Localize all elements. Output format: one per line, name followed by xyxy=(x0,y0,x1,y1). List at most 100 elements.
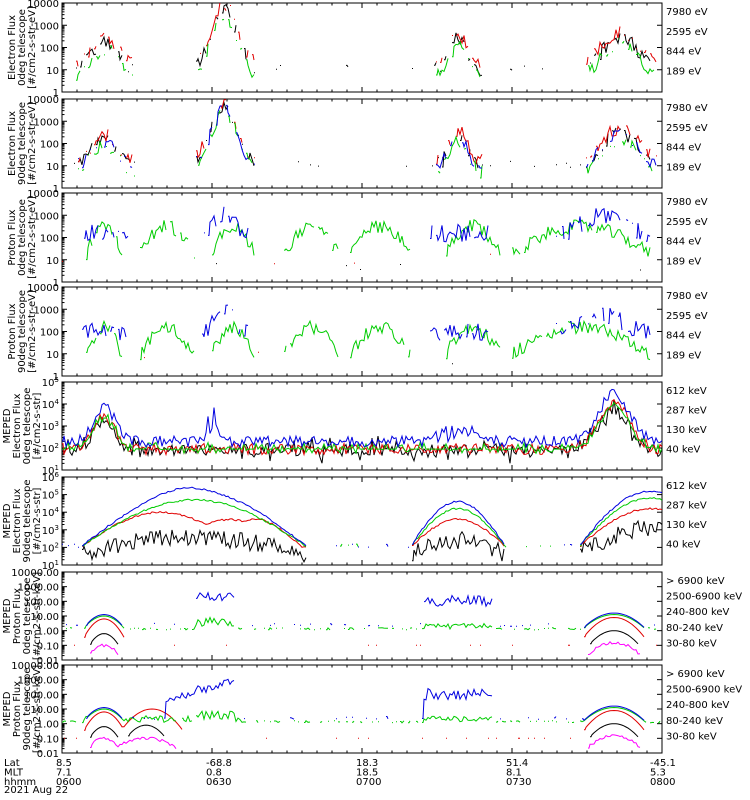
panel-7-ytick-label: 0.01 xyxy=(37,656,59,667)
panel-3-ylabel: [#/cm2-s-str-eV] xyxy=(27,196,38,279)
panel-7-legend-5: 30-80 keV xyxy=(666,638,717,649)
panel-7-frame xyxy=(61,571,663,661)
panel-6-legend-1: 612 keV xyxy=(666,481,707,492)
panel-8-legend-1: > 6900 keV xyxy=(666,669,725,680)
panel-1-ytick-label: 1 xyxy=(53,88,59,99)
panel-6-legend-2: 287 keV xyxy=(666,501,707,512)
panel-4-legend-2: 2595 eV xyxy=(666,311,708,322)
panel-7-legend-4: 80-240 keV xyxy=(666,623,723,634)
panel-8-series-3 xyxy=(64,708,662,739)
panel-5-series-4 xyxy=(62,388,662,449)
date-label: 2021 Aug 22 xyxy=(4,785,69,796)
panel-2-series-2 xyxy=(78,99,657,165)
panel-2-legend-2: 2595 eV xyxy=(666,123,708,134)
panel-1-legend-2: 2595 eV xyxy=(666,27,708,38)
panel-6-legend-3: 130 keV xyxy=(666,520,707,531)
panel-6-series-2 xyxy=(82,507,662,548)
panel-6-plot xyxy=(62,486,662,563)
footer-hhmm-value: 0630 xyxy=(206,777,231,788)
panel-7-ylabel: MEPED xyxy=(2,598,13,633)
panel-1-legend-3: 844 eV xyxy=(666,47,701,58)
panel-1-ylabel: Electron Flux xyxy=(7,15,18,80)
panel-2-ytick-label: 10000 xyxy=(27,95,59,106)
panel-7-ylabel: 0deg telescope xyxy=(22,578,33,655)
footer-hhmm-value: 0700 xyxy=(356,777,381,788)
panel-7-series-4 xyxy=(66,613,657,631)
footer-lat-value: 18.3 xyxy=(356,758,378,769)
footer-lat-value: 8.5 xyxy=(56,758,72,769)
panel-7-series-1 xyxy=(90,641,641,655)
panel-2-ytick-label: 10 xyxy=(46,162,59,173)
panel-5-ytick-label: 103 xyxy=(42,420,59,433)
panel-4-series-3 xyxy=(86,319,651,361)
panel-5-plot xyxy=(62,388,662,464)
panel-8-series-4 xyxy=(62,706,661,724)
panel-8-ylabel: [#/cm2-s-str-keV] xyxy=(32,665,43,753)
panel-2-legend-1: 7980 eV xyxy=(666,103,708,114)
panel-4-ytick-label: 1000 xyxy=(34,305,59,316)
panel-8-ytick-label: 0.10 xyxy=(37,734,59,745)
panel-2-frame xyxy=(61,98,663,189)
panel-2-ylabel: Electron Flux xyxy=(7,111,18,176)
footer-hhmm-value: 0730 xyxy=(506,777,531,788)
panel-7-series-3 xyxy=(74,616,657,646)
footer-hhmm-label: hhmm xyxy=(4,777,36,788)
panel-3-ytick-label: 1000 xyxy=(34,211,59,222)
panel-1-legend-1: 7980 eV xyxy=(666,7,708,18)
panel-8-ylabel: 90deg telescope xyxy=(22,667,33,750)
panel-7-plot xyxy=(66,591,657,655)
panel-4-series-4 xyxy=(82,304,651,341)
panel-4-ylabel: 90deg telescope xyxy=(17,290,28,373)
panel-2-ylabel: [#/cm2-s-str-eV] xyxy=(27,102,38,185)
panel-7-ytick-label: 100.00 xyxy=(24,597,59,608)
panel-8-ylabel: MEPED xyxy=(2,691,13,726)
panel-6-ylabel: [#/cm2-s-str] xyxy=(32,487,43,554)
footer-mlt-value: 0.8 xyxy=(206,768,222,779)
panel-4-ytick-label: 1 xyxy=(53,372,59,383)
panel-7-legend-3: 240-800 keV xyxy=(666,607,730,618)
panel-2-plot xyxy=(74,99,657,179)
panel-1-ylabel: 0deg telescope xyxy=(17,9,28,86)
panel-5-legend-1: 612 keV xyxy=(666,386,707,397)
panel-3-series-1 xyxy=(216,263,641,271)
panel-2-legend-4: 189 eV xyxy=(666,162,701,173)
footer-lat-value: -68.8 xyxy=(206,758,232,769)
panel-5-ylabel: [#/cm2-s-str] xyxy=(32,392,43,459)
panel-3-series-3 xyxy=(86,218,651,261)
panel-5-ytick-label: 104 xyxy=(42,398,60,411)
panel-7-legend-2: 2500-6900 keV xyxy=(666,592,742,603)
panel-7-ytick-label: 1.00 xyxy=(37,627,59,638)
panel-6-ytick-label: 103 xyxy=(42,524,59,537)
panel-4-legend-3: 844 eV xyxy=(666,331,701,342)
panel-6-frame xyxy=(61,476,663,566)
panel-3-series-2 xyxy=(62,253,491,265)
footer-hhmm-value: 0800 xyxy=(650,777,675,788)
panel-5-series-2 xyxy=(62,398,662,457)
panel-5-series-3 xyxy=(62,401,662,455)
panel-5-legend-3: 130 keV xyxy=(666,425,707,436)
panel-6-ytick-label: 104 xyxy=(42,506,60,519)
panel-7-ytick-label: 10.00 xyxy=(30,612,59,623)
panel-8-legend-5: 30-80 keV xyxy=(666,731,717,742)
panel-8-ylabel: Proton Flux xyxy=(12,681,23,737)
panel-3-series-4 xyxy=(84,206,651,243)
panel-5-ylabel: Electron Flux xyxy=(12,393,23,458)
panel-2-legend-3: 844 eV xyxy=(666,143,701,154)
panel-5-ylabel: MEPED xyxy=(2,408,13,443)
footer-mlt-value: 8.1 xyxy=(506,768,522,779)
panel-3-legend-3: 844 eV xyxy=(666,237,701,248)
panel-5-ytick-label: 105 xyxy=(42,376,59,389)
panel-1-ytick-label: 10000 xyxy=(27,0,59,10)
panel-8-series-5 xyxy=(86,678,645,722)
panel-4-ytick-label: 10 xyxy=(46,350,59,361)
panel-2-ytick-label: 100 xyxy=(40,140,59,151)
footer-mlt-value: 5.3 xyxy=(650,768,666,779)
panel-5-ytick-label: 102 xyxy=(42,442,59,455)
panel-4-ytick-label: 10000 xyxy=(27,283,59,294)
panel-2-series-3 xyxy=(78,110,653,179)
panel-3-plot xyxy=(62,206,651,271)
panel-8-ytick-label: 0.01 xyxy=(37,749,59,760)
panel-2-ylabel: 90deg telescope xyxy=(17,102,28,185)
panel-6-legend-4: 40 keV xyxy=(666,540,700,551)
panel-7-ytick-label: 0.10 xyxy=(37,641,59,652)
